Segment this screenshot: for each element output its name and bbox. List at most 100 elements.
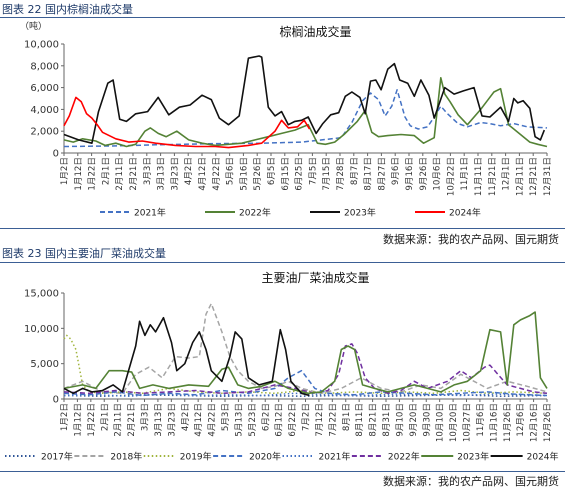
x-tick-label: 1月22日 [86, 403, 97, 437]
x-tick-label: 4月22日 [207, 403, 218, 437]
y-tick-label: 6,000 [30, 83, 59, 94]
y-tick-label: 10,000 [24, 40, 59, 51]
figure-title: 图表 22 国内棕榈油成交量 [2, 3, 133, 16]
x-tick-label: 3月3日 [142, 157, 153, 185]
palm-oil-volume-chart: 棕榈油成交量 （吨） 0 2,000 4,000 6,000 8,000 10,000 1月2日… [20, 20, 553, 219]
x-tick-label: 12月6日 [515, 403, 526, 437]
x-tick-label: 8月21日 [368, 403, 379, 437]
x-tick-label: 7月22日 [327, 403, 338, 437]
x-tick-label: 2月1日 [100, 157, 111, 185]
series-line-2023年 [63, 311, 548, 395]
x-tick-label: 2月21日 [126, 403, 137, 437]
series-line-2022年 [63, 77, 548, 148]
x-tick-label: 7月12日 [314, 403, 325, 437]
x-tick-label: 11月21日 [487, 157, 498, 196]
x-tick-label: 10月20日 [448, 403, 459, 442]
x-tick-label: 12月21日 [528, 157, 539, 196]
x-tick-label: 9月30日 [421, 403, 432, 437]
x-tick-label: 9月10日 [394, 403, 405, 437]
x-tick-label: 9月20日 [408, 403, 419, 437]
data-source: 数据来源：我的农产品网、国元期货 [383, 475, 559, 488]
figure-title: 图表 23 国内主要油厂菜油成交量 [2, 247, 166, 260]
x-tick-label: 12月16日 [529, 403, 540, 442]
legend-label: 2024年 [449, 207, 481, 219]
x-tick-label: 3月23日 [169, 157, 180, 191]
x-tick-label: 2月11日 [113, 403, 124, 437]
legend-label: 2017年 [41, 451, 73, 463]
x-tick-label: 6月15日 [280, 157, 291, 191]
x-tick-label: 2月11日 [114, 157, 125, 191]
x-tick-label: 1月2日 [59, 157, 70, 185]
series-line-2024年 [63, 96, 311, 149]
legend-label: 2022年 [239, 207, 271, 219]
x-tick-label: 5月13日 [233, 403, 244, 437]
x-tick-label: 10月6日 [432, 157, 443, 191]
x-tick-label: 11月1日 [459, 157, 470, 191]
x-tick-label: 10月22日 [445, 157, 456, 196]
x-tick-label: 5月6日 [225, 157, 236, 185]
series-line-2023年 [63, 55, 546, 144]
x-tick-label: 5月16日 [238, 157, 249, 191]
x-tick-label: 5月26日 [252, 157, 263, 191]
legend-label: 2024年 [527, 451, 559, 463]
x-tick-label: 4月12日 [197, 157, 208, 191]
x-tick-label: 4月2日 [183, 157, 194, 185]
x-tick-label: 10月10日 [435, 403, 446, 442]
x-tick-label: 12月11日 [514, 157, 525, 196]
y-tick-label: 4,000 [30, 105, 59, 116]
x-tick-label: 9月26日 [418, 157, 429, 191]
x-tick-label: 12月1日 [501, 157, 512, 191]
x-tick-label: 11月26日 [502, 403, 513, 442]
series-line-2020年 [63, 369, 548, 397]
unit-label: （吨） [20, 20, 47, 32]
y-tick-label: 8,000 [30, 61, 59, 72]
legend-label: 2022年 [388, 451, 420, 463]
x-tick-label: 7月15日 [321, 157, 332, 191]
y-tick-label: 0 [53, 395, 59, 406]
x-tick-label: 9月6日 [390, 157, 401, 185]
rapeseed-oil-volume-chart: 主要油厂菜油成交量 0 5,000 10,000 15,000 1月2日 1月12日 1月22… [5, 270, 559, 463]
x-tick-label: 7月2日 [301, 403, 312, 431]
x-tick-label: 8月31日 [381, 403, 392, 437]
x-tick-label: 5月23日 [247, 403, 258, 437]
legend-label: 2023年 [344, 207, 376, 219]
y-tick-label: 5,000 [30, 359, 59, 370]
chart-title: 棕榈油成交量 [279, 24, 351, 39]
legend-label: 2023年 [457, 451, 489, 463]
source-rule [0, 471, 565, 472]
x-tick-label: 3月3日 [140, 403, 151, 431]
legend-label: 2019年 [180, 451, 212, 463]
y-tick-label: 2,000 [30, 127, 59, 138]
x-tick-label: 9月16日 [404, 157, 415, 191]
x-tick-label: 8月17日 [363, 157, 374, 191]
x-tick-label: 8月1日 [341, 403, 352, 431]
series-line-2022年 [63, 343, 548, 395]
title-rule [0, 17, 565, 18]
x-tick-label: 6月12日 [274, 403, 285, 437]
x-tick-label: 6月5日 [266, 157, 277, 185]
x-tick-label: 11月6日 [475, 403, 486, 437]
x-tick-label: 11月11日 [473, 157, 484, 196]
x-tick-label: 6月22日 [287, 403, 298, 437]
x-tick-label: 2月1日 [99, 403, 110, 431]
chart-title: 主要油厂菜油成交量 [261, 270, 369, 285]
x-tick-label: 4月22日 [211, 157, 222, 191]
x-tick-label: 1月22日 [87, 157, 98, 191]
x-tick-label: 1月12日 [73, 157, 84, 191]
legend-label: 2018年 [110, 451, 142, 463]
source-rule [0, 228, 565, 229]
x-tick-label: 3月13日 [153, 403, 164, 437]
x-tick-label: 8月27日 [376, 157, 387, 191]
x-tick-label: 7月5日 [307, 157, 318, 185]
x-tick-label: 3月13日 [156, 157, 167, 191]
x-tick-label: 10月27日 [462, 403, 473, 442]
data-source: 数据来源：我的农产品网、国元期货 [383, 233, 559, 246]
x-tick-label: 4月12日 [193, 403, 204, 437]
x-tick-label: 8月11日 [354, 403, 365, 437]
x-tick-label: 12月31日 [542, 157, 553, 196]
x-tick-label: 1月12日 [72, 403, 83, 437]
legend-label: 2021年 [319, 451, 351, 463]
x-tick-label: 2月21日 [128, 157, 139, 191]
x-tick-label: 8月7日 [349, 157, 360, 185]
x-tick-label: 3月23日 [166, 403, 177, 437]
